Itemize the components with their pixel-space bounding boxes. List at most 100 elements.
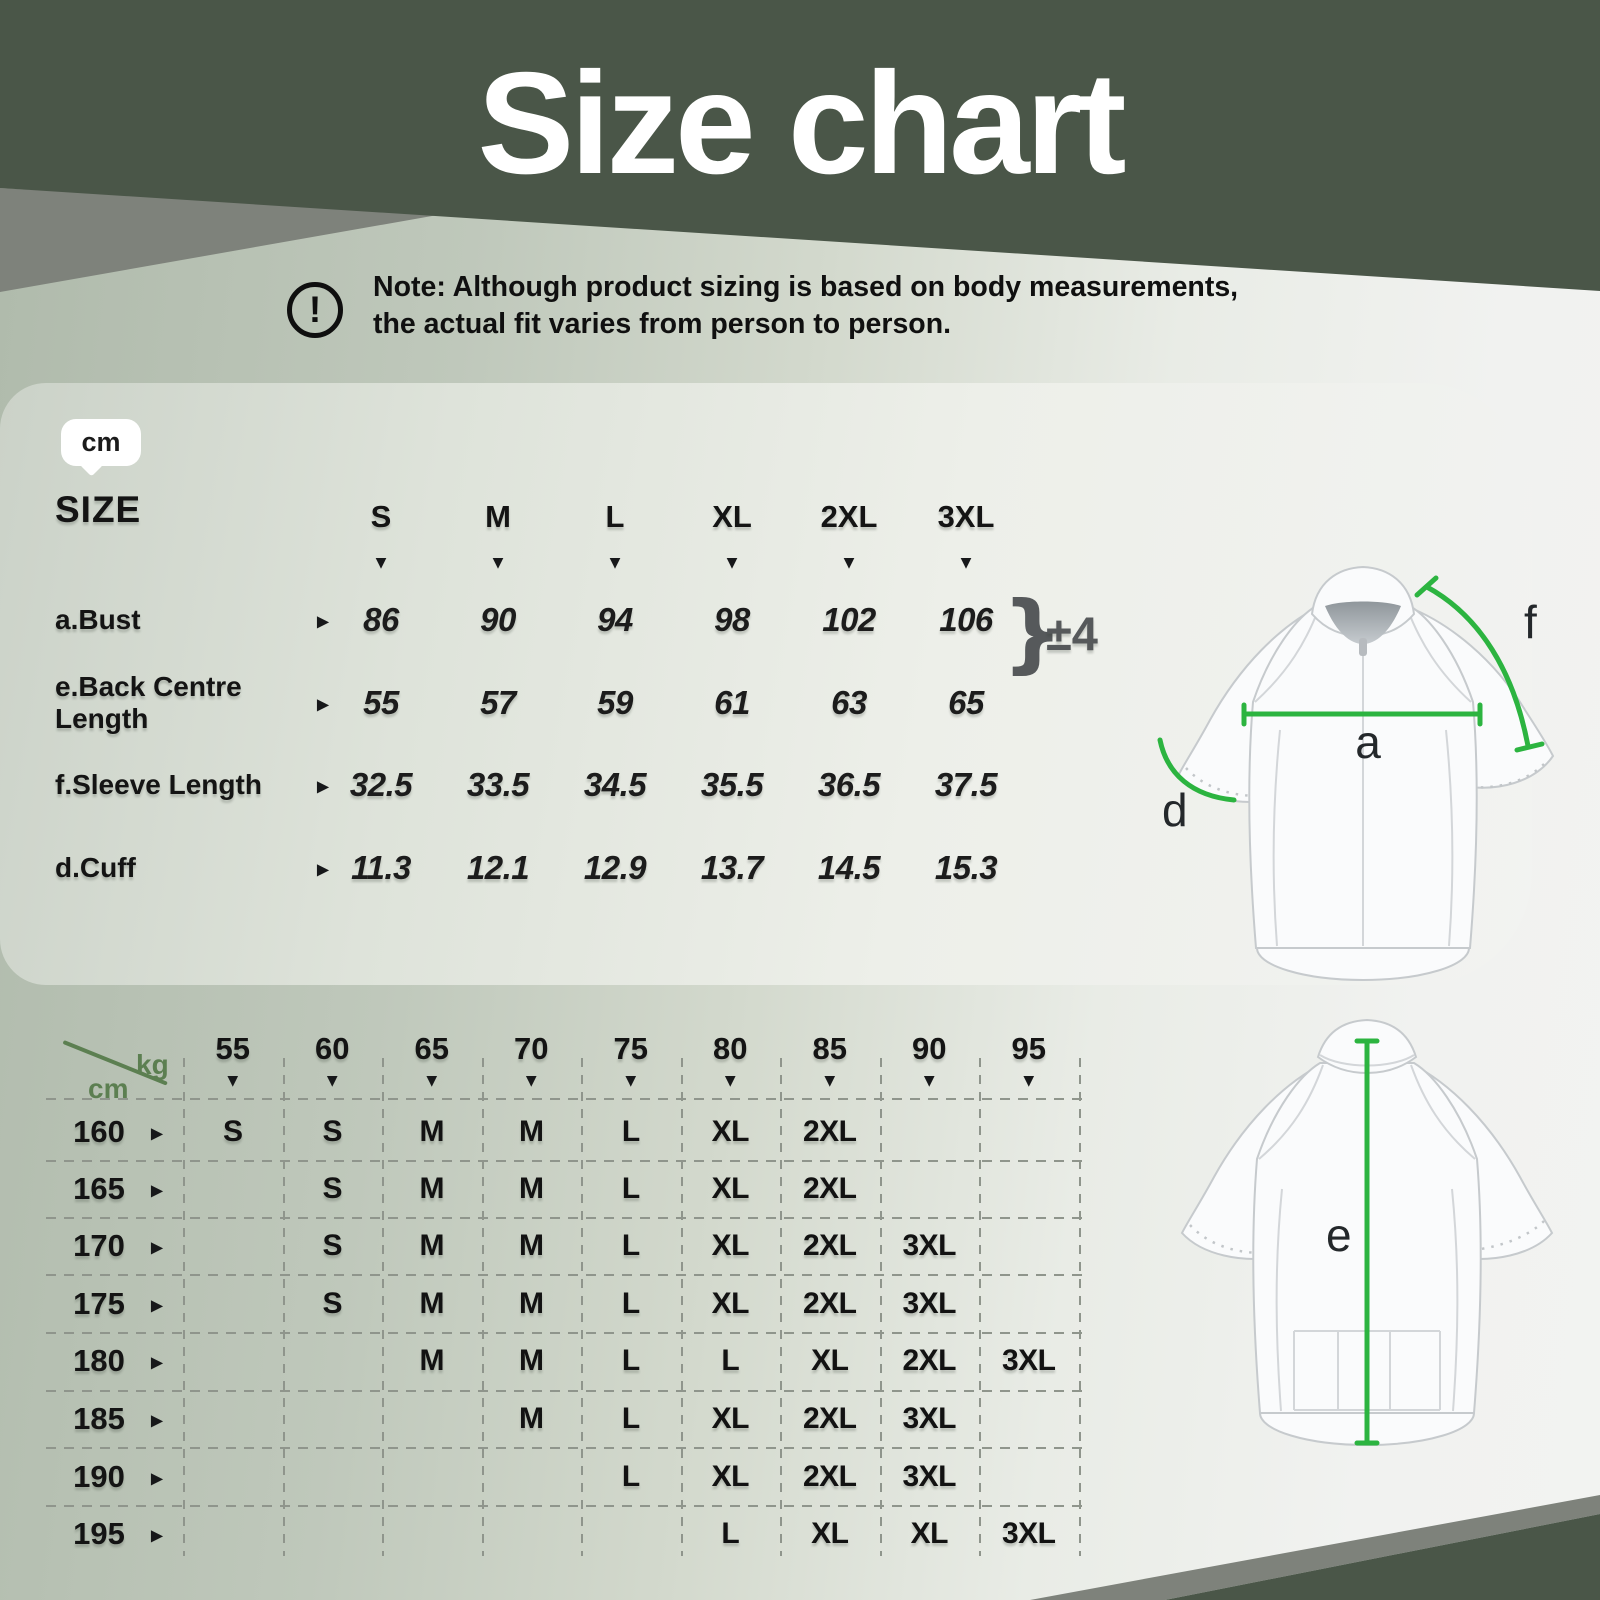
recommended-size-cell: L — [621, 1344, 640, 1377]
matrix-grid-vline — [183, 1058, 185, 1556]
size-column-header: 3XL — [937, 499, 995, 534]
recommended-size-cell: M — [519, 1344, 544, 1377]
row-marker-icon: ▶ — [150, 1410, 164, 1430]
front-left-side-seam — [1272, 729, 1281, 947]
back-left-raglan-seam — [1258, 1064, 1324, 1160]
measure-line-f-tick-top — [1414, 575, 1439, 598]
measure-label-a: a — [1355, 716, 1381, 768]
note-text: Note: Although product sizing is based o… — [373, 269, 1238, 342]
back-right-raglan-seam — [1410, 1064, 1476, 1160]
matrix-grid-vline — [979, 1058, 981, 1556]
matrix-grid-vline — [581, 1058, 583, 1556]
column-marker-icon: ▼ — [1023, 1073, 1035, 1089]
size-column-header: M — [485, 499, 511, 534]
recommended-size-cell: M — [419, 1344, 445, 1377]
row-marker-icon: ▶ — [150, 1237, 164, 1257]
row-marker-icon: ▶ — [150, 1123, 164, 1143]
measure-row-label-line: a.Bust — [55, 604, 141, 635]
measure-value: 59 — [597, 684, 633, 721]
measure-value: 55 — [363, 684, 399, 721]
front-left-raglan-seam — [1254, 607, 1320, 703]
recommended-size-cell: 2XL — [802, 1115, 857, 1148]
weight-column-header: 75 — [613, 1031, 648, 1066]
measure-label-f: f — [1524, 596, 1537, 648]
measure-row-label: a.Bust — [55, 604, 141, 636]
measure-row-label-line: d.Cuff — [55, 852, 136, 883]
measure-value: 94 — [597, 601, 633, 638]
height-row-header: 180 — [73, 1343, 125, 1378]
matrix-grid-hline — [46, 1505, 1086, 1507]
column-marker-icon: ▼ — [726, 555, 738, 571]
matrix-grid-vline — [282, 1058, 285, 1556]
column-marker-icon: ▼ — [960, 555, 972, 571]
measure-row-label: e.Back Centre Length — [55, 671, 242, 735]
measure-value: 98 — [714, 601, 750, 638]
matrix-grid-vline — [879, 1058, 882, 1556]
measure-value: 61 — [714, 684, 750, 721]
recommended-size-cell: XL — [711, 1115, 750, 1148]
size-table-heading: SIZE — [55, 489, 142, 530]
row-marker-icon: ▶ — [316, 776, 330, 796]
row-marker-icon: ▶ — [150, 1525, 164, 1545]
weight-column-header: 55 — [215, 1031, 250, 1066]
tolerance-brace: } — [1002, 583, 1064, 683]
measure-row-label-line: Length — [55, 703, 149, 734]
recommended-size-cell: 2XL — [802, 1229, 857, 1262]
recommended-size-cell: L — [621, 1229, 640, 1262]
measure-label-d: d — [1162, 784, 1188, 836]
recommended-size-cell: 3XL — [902, 1287, 957, 1320]
recommended-size-cell: 2XL — [902, 1344, 957, 1377]
height-row-header: 185 — [73, 1401, 125, 1436]
recommended-size-cell: 2XL — [802, 1172, 857, 1205]
recommended-size-cell: XL — [910, 1517, 949, 1550]
measure-value: 37.5 — [934, 766, 998, 803]
column-marker-icon: ▼ — [923, 1073, 935, 1089]
jersey-front-diagram: a f d — [1157, 565, 1555, 981]
measure-value: 86 — [363, 601, 399, 638]
column-marker-icon: ▼ — [824, 1073, 836, 1089]
recommended-size-cell: 3XL — [902, 1402, 957, 1435]
matrix-grid-hline — [46, 1274, 1086, 1276]
column-marker-icon: ▼ — [227, 1073, 239, 1089]
matrix-grid-vline — [1078, 1058, 1081, 1556]
unit-badge: cm — [61, 419, 141, 466]
column-marker-icon: ▼ — [375, 555, 387, 571]
recommended-size-cell: M — [419, 1172, 445, 1205]
height-row-header: 165 — [73, 1171, 125, 1206]
recommended-size-cell: 3XL — [1001, 1344, 1056, 1377]
recommended-size-cell: 2XL — [802, 1460, 857, 1493]
matrix-grid-hline — [46, 1217, 1086, 1219]
column-marker-icon: ▼ — [843, 555, 855, 571]
exclamation-icon: ! — [287, 282, 343, 338]
size-column-header: S — [370, 499, 392, 534]
recommended-size-cell: L — [621, 1460, 640, 1493]
height-row-header: 160 — [73, 1114, 125, 1149]
recommended-size-cell: 2XL — [802, 1287, 857, 1320]
measure-row-label: d.Cuff — [55, 852, 136, 884]
row-marker-icon: ▶ — [316, 611, 330, 631]
matrix-grid-vline — [382, 1058, 384, 1556]
recommended-size-cell: S — [322, 1115, 343, 1148]
recommended-size-cell: M — [519, 1229, 544, 1262]
recommended-size-cell: M — [419, 1229, 445, 1262]
recommended-size-cell: L — [621, 1287, 640, 1320]
recommended-size-cell: L — [621, 1115, 640, 1148]
column-marker-icon: ▼ — [426, 1073, 438, 1089]
measure-value: 90 — [480, 601, 516, 638]
weight-column-header: 85 — [812, 1031, 847, 1066]
recommended-size-cell: S — [322, 1229, 343, 1262]
height-row-header: 195 — [73, 1516, 125, 1551]
recommended-size-cell: XL — [811, 1517, 849, 1550]
height-row-header: 175 — [73, 1286, 125, 1321]
back-right-side-seam — [1451, 1188, 1459, 1412]
measure-value: 11.3 — [351, 849, 411, 886]
size-column-header: 2XL — [820, 499, 878, 534]
recommended-size-cell: XL — [711, 1402, 750, 1435]
measure-row-label-line: f.Sleeve Length — [55, 769, 262, 800]
note-line-1: Note: Although product sizing is based o… — [373, 271, 1239, 303]
recommended-size-cell: XL — [711, 1172, 750, 1205]
recommended-size-cell: L — [621, 1172, 640, 1205]
